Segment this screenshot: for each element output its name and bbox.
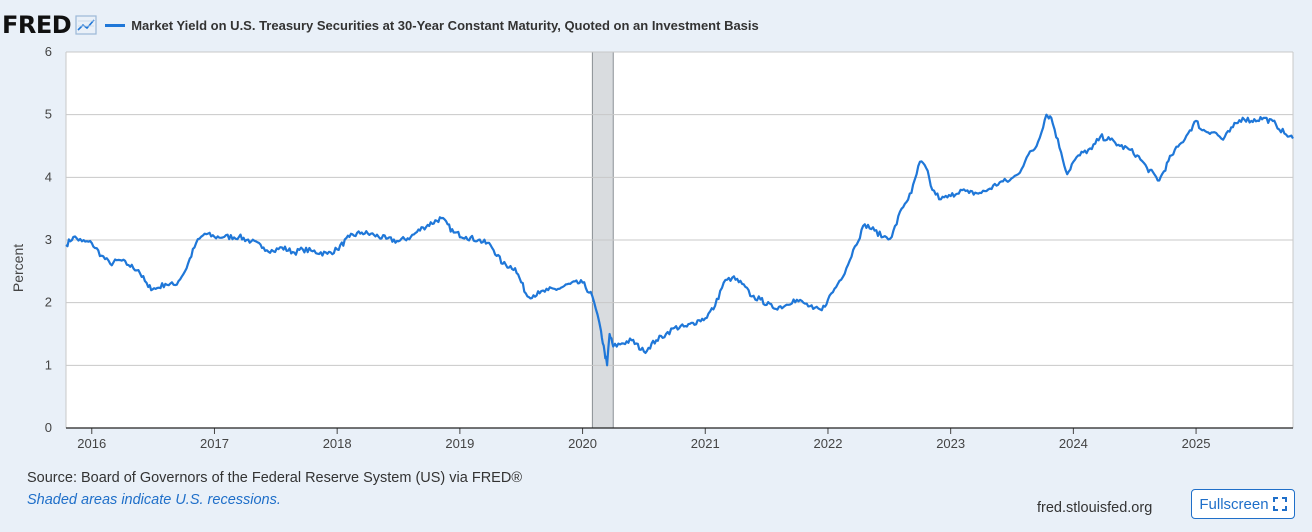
x-tick-label: 2018 [323,436,352,451]
x-tick-label: 2017 [200,436,229,451]
y-axis-label: Percent [10,244,26,292]
y-tick-label: 0 [45,420,52,435]
x-tick-label: 2020 [568,436,597,451]
x-tick-label: 2023 [936,436,965,451]
fred-logo[interactable]: FRED [2,11,72,39]
x-tick-label: 2024 [1059,436,1088,451]
fullscreen-button[interactable]: Fullscreen [1191,489,1295,519]
series-line [65,113,1294,367]
y-tick-label: 1 [45,357,52,372]
y-tick-label: 3 [45,232,52,247]
x-tick-label: 2025 [1182,436,1211,451]
x-tick-label: 2016 [77,436,106,451]
y-tick-label: 2 [45,295,52,310]
fullscreen-icon [1272,497,1287,511]
chart-graph-icon [75,15,97,35]
fullscreen-label: Fullscreen [1199,495,1269,513]
x-tick-label: 2021 [691,436,720,451]
y-tick-label: 4 [45,169,52,184]
legend-line-swatch [105,23,126,27]
y-tick-label: 5 [45,107,52,122]
recession-note: Shaded areas indicate U.S. recessions. [27,492,281,508]
header: FRED Market Yield on U.S. Treasury Secur… [0,10,759,40]
line-chart: 0 1 2 3 4 5 6 2016 2017 2018 2019 2020 2021 2022 2023… [10,44,1294,451]
x-tick-label: 2022 [814,436,843,451]
x-tick-label: 2019 [445,436,474,451]
site-url[interactable]: fred.stlouisfed.org [1037,500,1153,516]
chart-title: Market Yield on U.S. Treasury Securities… [131,17,759,33]
source-note: Source: Board of Governors of the Federa… [27,470,523,486]
y-tick-label: 6 [45,44,52,59]
